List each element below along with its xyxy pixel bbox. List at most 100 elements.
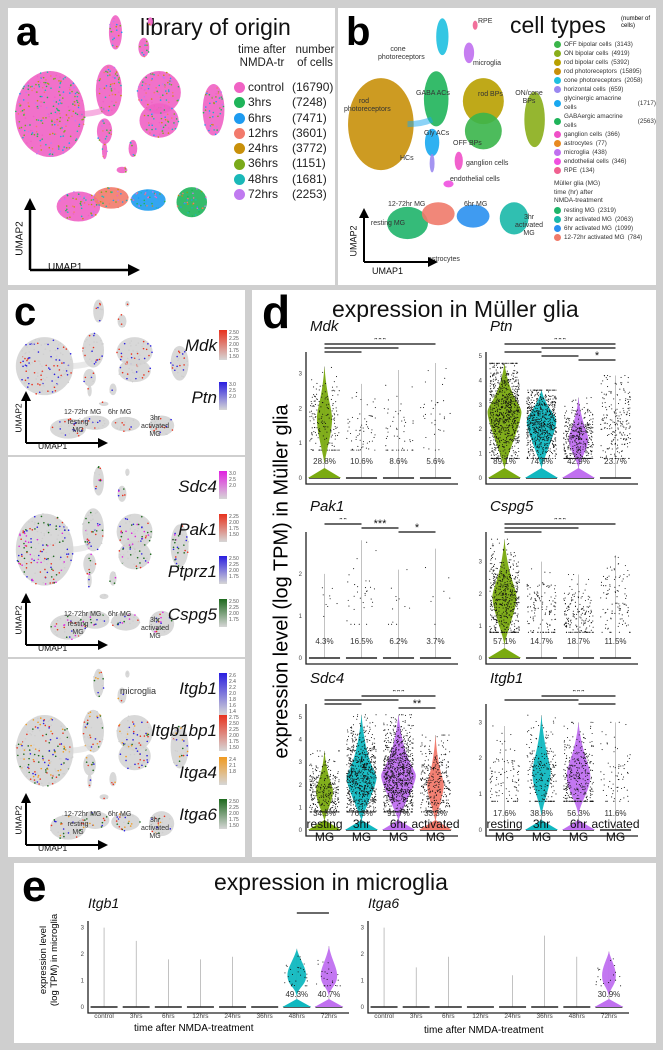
data-point bbox=[564, 439, 566, 441]
data-point bbox=[592, 427, 594, 429]
data-point bbox=[608, 447, 610, 449]
data-point bbox=[515, 439, 517, 441]
data-point bbox=[312, 417, 314, 419]
data-point bbox=[538, 435, 540, 437]
umap-point bbox=[123, 342, 126, 345]
data-point bbox=[333, 422, 336, 424]
color-scale-ticks: 2.50 2.25 2.00 1.75 bbox=[229, 556, 239, 580]
data-point bbox=[318, 418, 320, 420]
data-point bbox=[582, 433, 584, 435]
umap-point bbox=[130, 524, 133, 526]
data-point bbox=[532, 454, 534, 456]
umap-point bbox=[69, 92, 71, 94]
data-point bbox=[334, 414, 336, 416]
data-point bbox=[629, 407, 631, 409]
data-point bbox=[514, 420, 517, 422]
data-point bbox=[605, 455, 607, 457]
umap-cluster-mgrest bbox=[50, 814, 86, 840]
umap-point bbox=[42, 722, 45, 725]
data-point bbox=[513, 439, 515, 441]
umap-point bbox=[59, 352, 62, 354]
umap-point bbox=[54, 389, 57, 392]
umap-point bbox=[132, 356, 135, 359]
data-point bbox=[552, 408, 554, 411]
data-point bbox=[392, 608, 394, 610]
legend-item-control: control (16790) bbox=[234, 80, 333, 95]
data-point bbox=[540, 433, 543, 435]
umap-point bbox=[146, 49, 148, 52]
data-point bbox=[539, 433, 541, 436]
umap-point bbox=[164, 116, 166, 119]
data-point bbox=[495, 430, 497, 432]
data-point bbox=[433, 433, 436, 435]
umap-point bbox=[123, 829, 126, 832]
data-point bbox=[513, 411, 515, 413]
data-point bbox=[365, 424, 367, 426]
umap-point bbox=[47, 524, 50, 527]
data-point bbox=[503, 446, 505, 449]
umap-point bbox=[132, 553, 135, 555]
data-point bbox=[532, 414, 534, 417]
data-point bbox=[627, 377, 629, 379]
umap-point bbox=[126, 733, 129, 735]
data-point bbox=[431, 400, 433, 402]
umap-point bbox=[48, 760, 51, 763]
data-point bbox=[503, 567, 505, 569]
umap-point bbox=[62, 149, 64, 151]
umap-point bbox=[113, 17, 115, 20]
umap-point bbox=[19, 765, 21, 768]
umap-point bbox=[50, 87, 52, 89]
umap-point bbox=[177, 194, 180, 197]
umap-point bbox=[142, 81, 144, 83]
umap-point bbox=[23, 749, 26, 751]
data-point bbox=[503, 416, 505, 418]
umap-point bbox=[111, 191, 113, 193]
data-point bbox=[514, 392, 516, 394]
data-point bbox=[571, 409, 573, 411]
umap-point bbox=[57, 124, 59, 126]
umap-point bbox=[220, 91, 223, 93]
umap-cluster-rodbp bbox=[462, 78, 504, 125]
data-point bbox=[625, 398, 627, 400]
umap-point bbox=[67, 758, 69, 761]
umap-point bbox=[169, 362, 172, 364]
data-point bbox=[586, 422, 588, 424]
data-point bbox=[511, 423, 513, 425]
umap-point bbox=[39, 95, 42, 98]
data-point bbox=[499, 433, 502, 435]
data-point bbox=[497, 401, 499, 403]
data-point bbox=[374, 449, 376, 451]
data-point bbox=[578, 436, 580, 438]
data-point bbox=[496, 390, 498, 392]
data-point bbox=[513, 415, 515, 417]
umap-point bbox=[50, 576, 53, 578]
umap-point bbox=[59, 558, 61, 561]
umap-cluster-microglia bbox=[117, 314, 127, 328]
umap-point bbox=[52, 105, 55, 108]
data-point bbox=[513, 365, 516, 367]
legend-item: OFF bipolar cells (3143) bbox=[554, 40, 656, 49]
data-point bbox=[326, 406, 328, 409]
data-point bbox=[318, 400, 320, 403]
data-point bbox=[619, 418, 621, 420]
umap-point bbox=[144, 44, 146, 46]
data-point bbox=[527, 396, 529, 398]
data-point bbox=[550, 438, 552, 440]
data-point bbox=[628, 400, 630, 403]
data-point bbox=[495, 396, 497, 398]
data-point bbox=[313, 419, 315, 421]
data-point bbox=[313, 386, 315, 388]
umap-point bbox=[206, 90, 209, 93]
data-point bbox=[552, 440, 554, 442]
data-point bbox=[606, 434, 609, 436]
umap-point bbox=[121, 556, 124, 558]
panel-letter: c bbox=[14, 290, 37, 334]
umap-point bbox=[122, 545, 124, 548]
data-point bbox=[619, 431, 621, 433]
data-point bbox=[585, 450, 587, 452]
umap-point bbox=[100, 542, 103, 545]
data-point bbox=[437, 402, 439, 404]
umap-point bbox=[170, 80, 173, 82]
umap-point bbox=[64, 434, 67, 436]
umap-point bbox=[144, 204, 147, 207]
